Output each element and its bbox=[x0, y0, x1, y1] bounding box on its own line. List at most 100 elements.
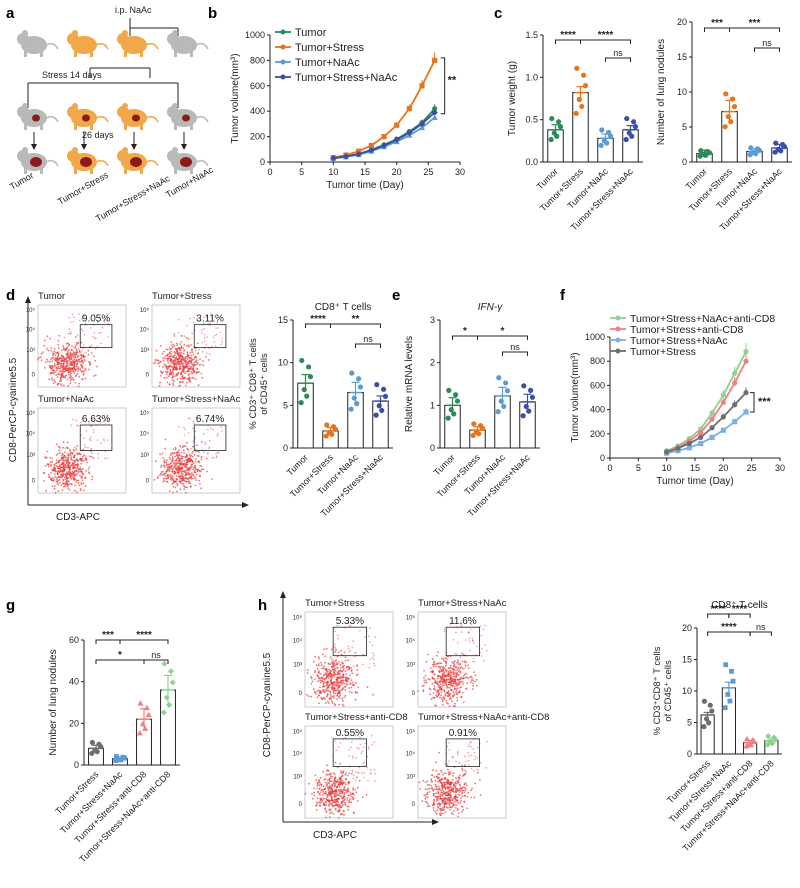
flow-event bbox=[91, 419, 94, 422]
flow-event bbox=[69, 382, 72, 385]
flow-event bbox=[464, 772, 467, 775]
flow-event bbox=[178, 381, 181, 384]
flow-event bbox=[344, 656, 347, 659]
mouse-leg bbox=[174, 168, 177, 174]
flow-gate-pct: 5.33% bbox=[336, 616, 364, 627]
flow-event bbox=[50, 477, 53, 479]
flow-event bbox=[440, 791, 443, 794]
flow-event bbox=[367, 748, 370, 750]
flow-event bbox=[453, 665, 455, 668]
flow-event bbox=[180, 461, 182, 464]
flow-event bbox=[445, 806, 448, 808]
flow-event bbox=[330, 686, 333, 689]
flow-event bbox=[428, 678, 431, 681]
flow-event bbox=[189, 381, 192, 383]
flow-event bbox=[82, 344, 85, 347]
flow-event bbox=[466, 795, 469, 798]
flow-event bbox=[437, 651, 439, 653]
mice-row-3 bbox=[17, 147, 209, 174]
flow-event bbox=[55, 374, 57, 376]
flow-event bbox=[455, 687, 458, 690]
flow-event bbox=[81, 371, 83, 373]
flow-y-tick: 10⁵ bbox=[293, 615, 303, 622]
flow-event bbox=[177, 352, 179, 355]
flow-event bbox=[186, 463, 188, 466]
flow-event bbox=[338, 685, 341, 688]
flow-event bbox=[334, 799, 337, 801]
flow-event bbox=[315, 809, 318, 811]
flow-x-label: CD3-APC bbox=[56, 512, 100, 523]
flow-event bbox=[197, 468, 200, 471]
flow-event bbox=[68, 328, 70, 330]
flow-event bbox=[172, 382, 175, 385]
flow-event bbox=[103, 438, 105, 440]
flow-event bbox=[181, 378, 183, 380]
flow-event bbox=[363, 772, 366, 774]
flow-event bbox=[60, 474, 62, 477]
flow-event bbox=[54, 466, 56, 469]
flow-event bbox=[323, 797, 325, 800]
flow-event bbox=[194, 378, 197, 381]
flow-event bbox=[67, 350, 69, 353]
flow-event bbox=[219, 331, 222, 334]
x-axis-label: Tumor time (Day) bbox=[326, 180, 403, 191]
flow-event bbox=[105, 312, 108, 315]
mouse-head bbox=[67, 106, 79, 118]
flow-event bbox=[426, 653, 429, 656]
flow-event bbox=[50, 349, 53, 352]
mouse-ear bbox=[172, 30, 178, 36]
flow-event bbox=[195, 350, 197, 352]
flow-event bbox=[192, 353, 195, 355]
flow-event bbox=[462, 789, 465, 792]
flow-event bbox=[332, 664, 335, 666]
flow-event bbox=[450, 697, 453, 700]
flow-event bbox=[456, 641, 459, 644]
flow-event bbox=[330, 783, 333, 786]
flow-event bbox=[332, 684, 334, 687]
flow-event bbox=[65, 374, 67, 377]
flow-event bbox=[207, 359, 210, 361]
flow-event bbox=[434, 810, 437, 813]
flow-event bbox=[57, 465, 59, 468]
flow-event bbox=[342, 782, 344, 785]
mouse-tail bbox=[145, 159, 159, 167]
flow-event bbox=[476, 768, 478, 771]
flow-event bbox=[319, 793, 321, 796]
flow-event bbox=[445, 780, 448, 783]
flow-event bbox=[328, 668, 330, 671]
y-tick-label: 2 bbox=[430, 358, 435, 368]
flow-event bbox=[74, 381, 77, 384]
flow-event bbox=[329, 803, 332, 805]
flow-event bbox=[178, 348, 181, 350]
flow-event bbox=[350, 667, 353, 669]
data-dot bbox=[161, 660, 168, 667]
flow-event bbox=[69, 351, 72, 354]
flow-event bbox=[328, 673, 330, 675]
flow-event bbox=[68, 359, 70, 361]
flow-event bbox=[162, 457, 165, 459]
flow-event bbox=[330, 695, 332, 698]
flow-event bbox=[461, 792, 464, 794]
flow-event bbox=[371, 743, 374, 746]
flow-event bbox=[467, 759, 470, 762]
flow-event bbox=[318, 787, 321, 790]
flow-event bbox=[464, 782, 467, 785]
data-dot bbox=[374, 382, 380, 388]
flow-gate bbox=[193, 424, 227, 451]
flow-event bbox=[200, 487, 203, 490]
flow-event bbox=[180, 345, 183, 347]
flow-event bbox=[196, 470, 199, 473]
flow-event bbox=[344, 659, 347, 662]
flow-event bbox=[81, 468, 84, 471]
flow-event bbox=[200, 363, 203, 366]
flow-event bbox=[180, 455, 182, 457]
flow-event bbox=[437, 805, 439, 808]
flow-event bbox=[174, 486, 177, 489]
flow-gate-pct: 9.05% bbox=[82, 314, 110, 325]
flow-event bbox=[432, 692, 435, 694]
data-dot bbox=[445, 415, 451, 421]
flow-event bbox=[436, 798, 438, 801]
flow-event bbox=[460, 797, 462, 799]
sig-label: ** bbox=[448, 74, 457, 86]
